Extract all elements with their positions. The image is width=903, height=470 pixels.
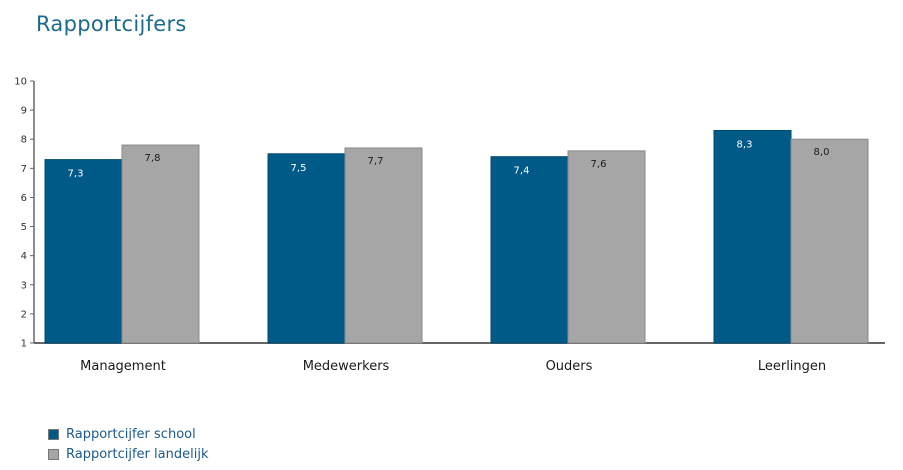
category-label: Management bbox=[80, 359, 166, 374]
legend-item-school: Rapportcijfer school bbox=[48, 424, 208, 444]
chart-title: Rapportcijfers bbox=[36, 12, 187, 36]
data-label: 7,5 bbox=[291, 163, 307, 174]
y-tick-label: 2 bbox=[21, 309, 27, 320]
labels: 1 2 3 4 5 6 7 8 9 10 7,3 7,8 Management 7,5 7,7 Medewer… bbox=[14, 77, 829, 375]
y-tick-label: 10 bbox=[14, 77, 27, 88]
bar-chart: 1 2 3 4 5 6 7 8 9 10 7,3 7,8 Management 7,5 7,7 Medewer… bbox=[14, 77, 885, 375]
y-tick-label: 1 bbox=[21, 339, 27, 350]
data-label: 7,7 bbox=[368, 156, 384, 167]
data-label: 7,4 bbox=[514, 166, 530, 177]
data-label: 8,0 bbox=[814, 147, 830, 158]
bar-landelijk bbox=[790, 138, 869, 344]
legend-label-landelijk: Rapportcijfer landelijk bbox=[66, 446, 209, 462]
bar-school bbox=[713, 129, 792, 344]
data-label: 7,6 bbox=[591, 159, 607, 170]
y-tick-label: 4 bbox=[21, 251, 27, 262]
bar-school bbox=[44, 159, 123, 344]
data-label: 7,8 bbox=[145, 153, 161, 164]
y-tick-label: 9 bbox=[21, 106, 27, 117]
bar-landelijk bbox=[121, 144, 200, 344]
data-label: 8,3 bbox=[737, 139, 753, 150]
legend-label-school: Rapportcijfer school bbox=[66, 426, 196, 442]
y-tick-label: 8 bbox=[21, 135, 27, 146]
legend: Rapportcijfer school Rapportcijfer lande… bbox=[48, 424, 208, 464]
data-label: 7,3 bbox=[68, 169, 84, 180]
bar-landelijk bbox=[344, 147, 423, 344]
y-tick-label: 6 bbox=[21, 193, 27, 204]
bar-school bbox=[490, 156, 569, 344]
bars bbox=[44, 129, 869, 344]
legend-item-landelijk: Rapportcijfer landelijk bbox=[48, 444, 208, 464]
bar-school bbox=[267, 153, 346, 344]
y-tick-label: 3 bbox=[21, 280, 27, 291]
bar-landelijk bbox=[567, 150, 646, 344]
y-tick-label: 7 bbox=[21, 164, 27, 175]
category-label: Leerlingen bbox=[758, 359, 826, 374]
y-tick-label: 5 bbox=[21, 222, 27, 233]
category-label: Medewerkers bbox=[303, 359, 390, 374]
legend-swatch-landelijk bbox=[48, 448, 59, 460]
legend-swatch-school bbox=[48, 428, 59, 440]
category-label: Ouders bbox=[546, 359, 593, 374]
